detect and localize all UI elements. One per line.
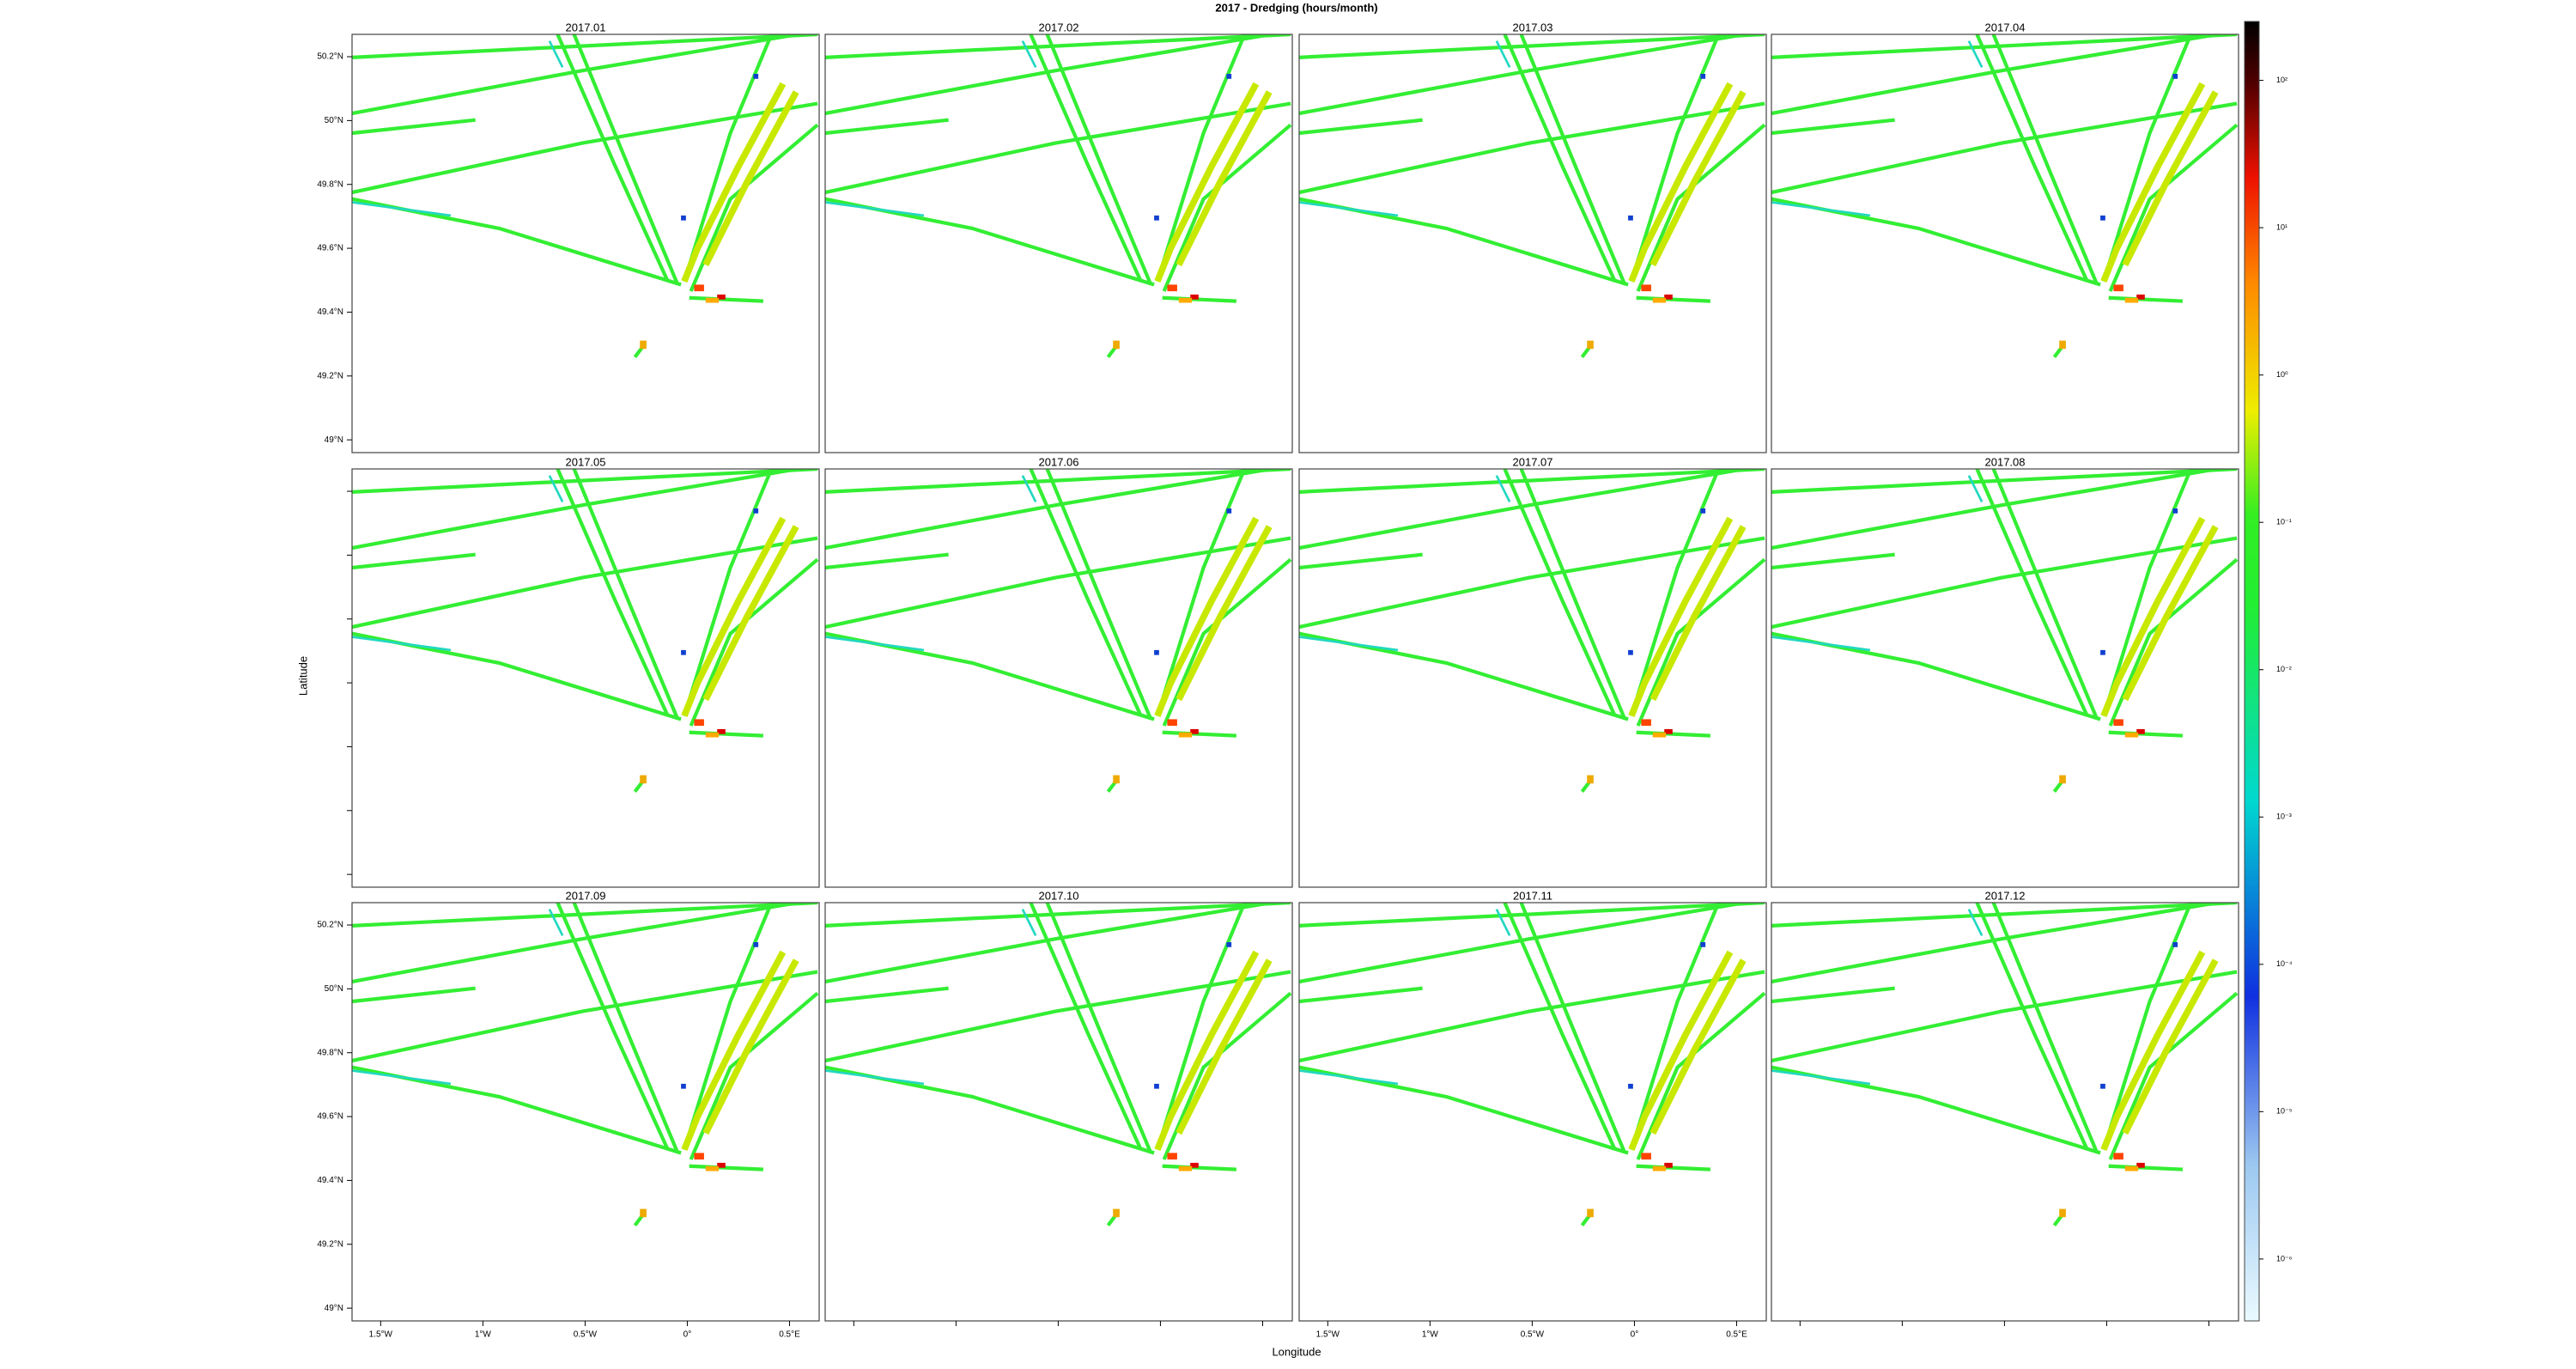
colorbar-tick-label: 10¹	[2276, 222, 2287, 231]
y-axis-label: Latitude	[296, 656, 309, 696]
y-tick-label: 49.4°N	[317, 1176, 343, 1185]
y-tick-label: 50°N	[325, 984, 343, 994]
chart-title: 2017 - Dredging (hours/month)	[1215, 1, 1377, 14]
colorbar	[2244, 21, 2260, 1322]
track-map	[825, 465, 1291, 792]
panel-title: 2017.09	[566, 889, 606, 902]
x-tick-label: 1°W	[475, 1330, 492, 1340]
panel-title: 2017.08	[1985, 455, 2026, 468]
y-tick-label: 49.6°N	[317, 244, 343, 253]
colorbar-tick-label: 10²	[2276, 76, 2287, 84]
x-tick-label: 0.5°E	[1726, 1330, 1747, 1340]
panel-title: 2017.10	[1039, 889, 1079, 902]
x-tick-label: 1°W	[1422, 1330, 1439, 1340]
panel-title: 2017.07	[1513, 455, 1553, 468]
colorbar-tick-label: 10⁻⁶	[2276, 1254, 2293, 1263]
panel-frame	[1298, 33, 1767, 453]
track-map	[352, 31, 817, 357]
panel-frame	[824, 33, 1293, 453]
track-map	[352, 465, 817, 792]
panel-frame	[824, 902, 1293, 1322]
x-tick-label: 1.5°W	[1316, 1330, 1340, 1340]
track-map	[1771, 465, 2237, 792]
y-tick-label: 49°N	[325, 435, 343, 445]
y-tick-label: 49.2°N	[317, 371, 343, 380]
panel-title: 2017.01	[566, 21, 606, 33]
x-tick-label: 0°	[1631, 1330, 1639, 1340]
y-tick-label: 50.2°N	[317, 921, 343, 930]
y-tick-label: 49.2°N	[317, 1239, 343, 1249]
colorbar-tick-label: 10⁻¹	[2276, 518, 2292, 526]
panel-frame	[824, 468, 1293, 888]
panel-frame	[351, 33, 820, 453]
x-axis-label: Longitude	[1272, 1345, 1321, 1358]
track-map	[1771, 899, 2237, 1226]
panel-title: 2017.11	[1513, 889, 1552, 902]
panel-frame	[1298, 902, 1767, 1322]
colorbar-tick-label: 10⁻⁵	[2276, 1107, 2293, 1116]
x-tick-label: 1.5°W	[369, 1330, 393, 1340]
track-map	[1299, 465, 1765, 792]
x-tick-label: 0°	[683, 1330, 692, 1340]
panel-frame	[1771, 468, 2239, 888]
panel-title: 2017.04	[1985, 21, 2026, 33]
track-map	[1771, 31, 2237, 357]
y-tick-label: 50°N	[325, 116, 343, 125]
x-tick-label: 0.5°W	[574, 1330, 598, 1340]
track-map	[1299, 31, 1765, 357]
x-tick-label: 0.5°E	[779, 1330, 800, 1340]
y-tick-label: 49.8°N	[317, 1048, 343, 1057]
colorbar-tick-label: 10⁰	[2276, 370, 2288, 379]
y-tick-label: 49.8°N	[317, 179, 343, 189]
panel-frame	[1771, 902, 2239, 1322]
y-tick-label: 49.6°N	[317, 1112, 343, 1122]
panel-frame	[1298, 468, 1767, 888]
panel-frame	[1771, 33, 2239, 453]
y-tick-label: 49.4°N	[317, 307, 343, 317]
panel-title: 2017.02	[1039, 21, 1079, 33]
panel-title: 2017.05	[566, 455, 606, 468]
colorbar-tick-label: 10⁻²	[2276, 665, 2292, 673]
track-map	[1299, 899, 1765, 1226]
track-map	[825, 899, 1291, 1226]
panel-frame	[351, 468, 820, 888]
y-tick-label: 50.2°N	[317, 52, 343, 62]
track-map	[825, 31, 1291, 357]
y-tick-label: 49°N	[325, 1304, 343, 1313]
colorbar-tick-label: 10⁻³	[2276, 812, 2292, 821]
panel-frame	[351, 902, 820, 1322]
colorbar-tick-label: 10⁻⁴	[2276, 959, 2293, 968]
panel-title: 2017.03	[1513, 21, 1553, 33]
x-tick-label: 0.5°W	[1521, 1330, 1545, 1340]
track-map	[352, 899, 817, 1226]
panel-title: 2017.12	[1985, 889, 2026, 902]
panel-title: 2017.06	[1039, 455, 1079, 468]
